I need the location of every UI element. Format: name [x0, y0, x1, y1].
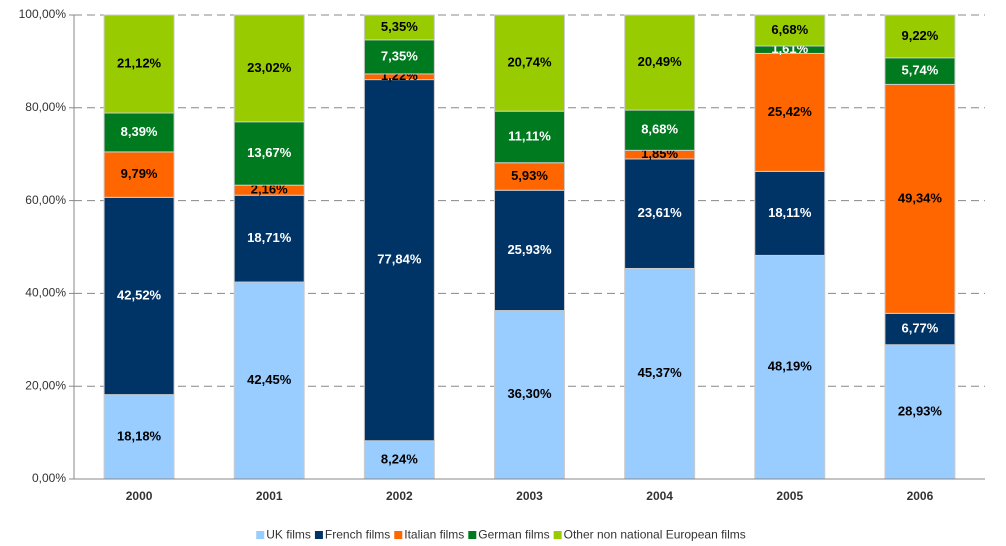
bar-segment	[233, 194, 305, 283]
data-label: 11,11%	[508, 128, 551, 143]
data-label: 28,93%	[898, 403, 943, 418]
data-label: 5,74%	[901, 63, 938, 78]
bar-segment	[494, 162, 565, 191]
legend-label: UK films	[266, 528, 311, 542]
bar-segment	[624, 109, 696, 151]
bar-segment	[884, 57, 956, 85]
legend-swatch	[314, 531, 323, 539]
bar-segment	[884, 344, 956, 480]
bar-segment	[624, 158, 696, 269]
bar-segment	[754, 170, 826, 256]
legend-swatch	[394, 531, 403, 539]
data-label: 48,19%	[768, 359, 813, 374]
data-label: 7,35%	[381, 48, 418, 63]
x-tick-label: 2000	[126, 489, 153, 503]
data-label: 18,71%	[247, 230, 292, 245]
y-tick-label: 100,00%	[19, 7, 67, 21]
bar-segment	[233, 14, 305, 123]
bar-segment	[363, 39, 435, 75]
x-tick-label: 2001	[256, 489, 283, 503]
data-label: 5,35%	[381, 19, 418, 34]
bar-segment	[624, 14, 696, 111]
data-label: 42,45%	[247, 372, 292, 387]
x-tick-label: 2003	[516, 489, 543, 503]
data-label: 77,84%	[377, 252, 422, 267]
y-tick-label: 40,00%	[25, 286, 66, 300]
data-label: 8,24%	[381, 451, 418, 466]
y-tick-label: 80,00%	[25, 100, 66, 114]
bar-segment	[233, 281, 305, 480]
data-label: 18,18%	[117, 428, 162, 443]
data-label: 13,67%	[247, 145, 292, 160]
x-tick-label: 2006	[907, 489, 934, 503]
bar-segment	[754, 254, 826, 480]
y-tick-label: 60,00%	[25, 193, 66, 207]
legend-label: Italian films	[404, 528, 464, 542]
bar-segment	[494, 189, 565, 312]
data-label: 21,12%	[117, 55, 162, 70]
data-label: 20,74%	[507, 55, 552, 70]
legend-label: Other non national European films	[564, 528, 746, 542]
data-label: 9,22%	[901, 28, 938, 43]
data-label: 23,02%	[247, 60, 292, 75]
data-label: 45,37%	[638, 365, 683, 380]
data-label: 25,42%	[768, 104, 813, 119]
legend-swatch	[256, 531, 265, 539]
bar-segment	[884, 14, 956, 59]
bar-segment	[363, 79, 435, 442]
x-tick-label: 2002	[386, 489, 413, 503]
legend-swatch	[468, 531, 477, 539]
data-label: 42,52%	[117, 287, 162, 302]
legend-swatch	[553, 531, 562, 539]
data-label: 6,77%	[901, 320, 938, 335]
legend-label: German films	[478, 528, 549, 542]
bar-segment	[494, 14, 565, 112]
data-label: 49,34%	[898, 190, 943, 205]
data-label: 36,30%	[507, 386, 552, 401]
data-label: 9,79%	[121, 166, 158, 181]
bar-segment	[754, 14, 826, 47]
bar-segment	[103, 14, 175, 114]
bar-segment	[754, 52, 826, 172]
data-label: 25,93%	[507, 242, 552, 257]
data-label: 6,68%	[771, 22, 808, 37]
x-tick-label: 2005	[776, 489, 803, 503]
bar-segment	[494, 310, 565, 480]
x-tick-label: 2004	[646, 489, 673, 503]
data-label: 18,11%	[768, 205, 812, 220]
bar-segment	[363, 440, 435, 480]
data-label: 23,61%	[638, 205, 683, 220]
bar-segment	[363, 14, 435, 41]
y-tick-label: 20,00%	[25, 378, 66, 392]
legend-label: French films	[325, 528, 390, 542]
data-label: 5,93%	[511, 168, 548, 183]
data-label: 20,49%	[638, 54, 683, 69]
bar-segment	[624, 267, 696, 480]
bar-segment	[494, 110, 565, 164]
data-label: 8,39%	[121, 124, 158, 139]
data-label: 8,68%	[641, 122, 678, 137]
y-tick-label: 0,00%	[32, 471, 66, 485]
